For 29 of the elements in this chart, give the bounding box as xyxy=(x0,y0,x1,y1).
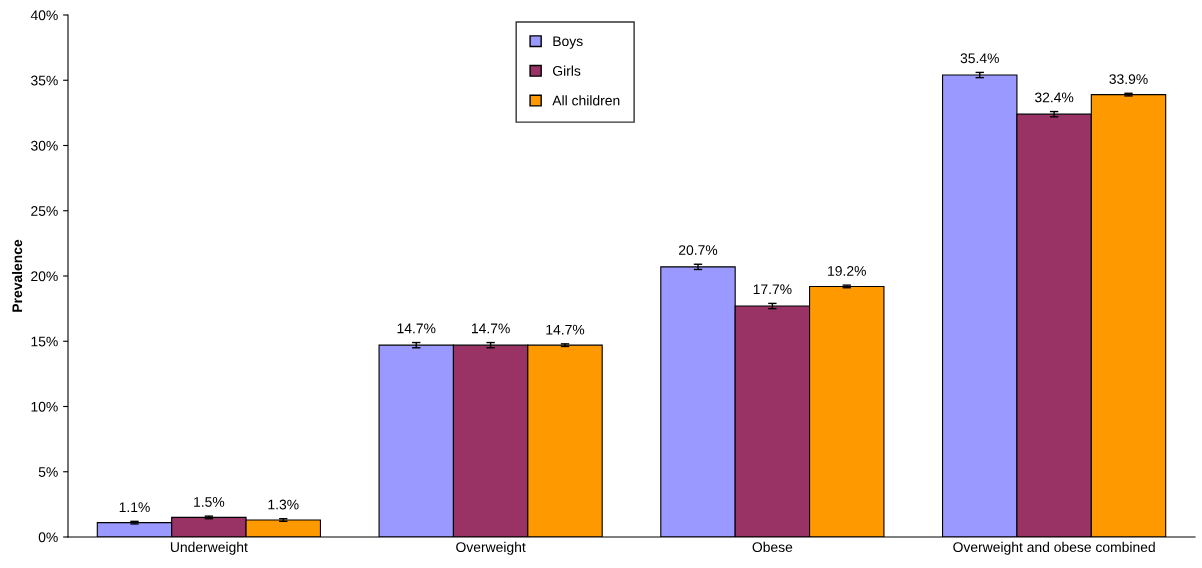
x-tick-label: Underweight xyxy=(170,541,248,555)
data-label: 1.5% xyxy=(194,497,225,507)
y-tick-label: 0% xyxy=(38,532,58,543)
data-label: 17.7% xyxy=(753,284,792,295)
x-tick-label: Overweight xyxy=(456,541,526,555)
y-tick-label: 25% xyxy=(31,206,58,216)
y-tick-label: 30% xyxy=(31,140,58,151)
legend-label: Boys xyxy=(553,36,583,49)
y-tick-label: 40% xyxy=(30,10,58,21)
x-tick-label: Overweight and obese combined xyxy=(953,541,1155,555)
legend-label: All children xyxy=(552,95,620,106)
data-label: 35.4% xyxy=(960,53,999,64)
y-axis-title: Prevalence xyxy=(11,239,23,312)
y-tick-label: 35% xyxy=(31,75,58,86)
legend-label: Girls xyxy=(553,65,581,76)
y-tick-label: 10% xyxy=(31,401,58,412)
y-tick-label: 5% xyxy=(38,467,58,477)
data-label: 19.2% xyxy=(828,266,866,276)
data-label: 1.3% xyxy=(268,499,299,510)
data-label: 32.4% xyxy=(1034,92,1074,103)
y-tick-label: 15% xyxy=(31,336,58,347)
x-tick-label: Obese xyxy=(752,541,793,553)
y-tick-label: 20% xyxy=(31,271,58,282)
data-label: 1.1% xyxy=(119,502,150,513)
data-label: 14.7% xyxy=(397,323,436,334)
data-label: 20.7% xyxy=(679,245,718,255)
data-label: 14.7% xyxy=(546,324,585,335)
data-label: 14.7% xyxy=(471,323,510,334)
data-label: 33.9% xyxy=(1109,74,1148,85)
